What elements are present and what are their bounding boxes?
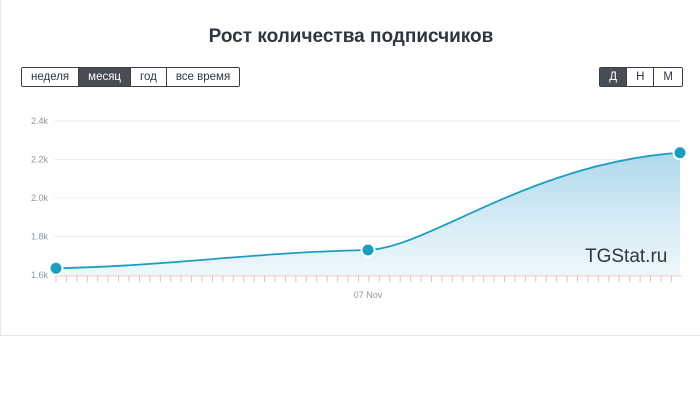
x-axis-ticks (55, 275, 681, 282)
granularity-button-month[interactable]: М (654, 68, 682, 86)
series-area (56, 152, 680, 275)
y-tick-label: 2.4k (31, 116, 49, 126)
period-selector: неделя месяц год все время (21, 67, 241, 87)
y-tick-label: 2.0k (31, 193, 49, 203)
period-button-year[interactable]: год (131, 68, 167, 86)
data-point[interactable] (48, 260, 64, 276)
y-axis-labels: 1.6k 1.8k 2.0k 2.2k 2.4k (31, 116, 49, 280)
x-tick-label: 07 Nov (354, 290, 383, 300)
chart-title: Рост количества подписчиков (208, 26, 494, 47)
x-axis-labels: 07 Nov (354, 290, 383, 300)
y-tick-label: 1.8k (31, 232, 49, 242)
chart-svg: 1.6k 1.8k 2.0k 2.2k 2.4k TGStat.ru 07 Nov (31, 116, 688, 300)
period-button-month[interactable]: месяц (79, 68, 132, 86)
period-button-all-time[interactable]: все время (166, 68, 240, 86)
granularity-button-week[interactable]: Н (627, 68, 655, 86)
data-points (48, 145, 688, 276)
chart-panel: Рост количества подписчиков неделя месяц… (0, 0, 700, 336)
granularity-selector: Д Н М (599, 67, 683, 87)
data-point[interactable] (672, 145, 688, 161)
granularity-button-day[interactable]: Д (600, 68, 628, 86)
y-tick-label: 1.6k (31, 270, 49, 280)
y-tick-label: 2.2k (31, 155, 49, 165)
watermark-text: TGStat.ru (585, 246, 667, 267)
period-button-week[interactable]: неделя (22, 68, 80, 86)
data-point[interactable] (360, 242, 376, 258)
